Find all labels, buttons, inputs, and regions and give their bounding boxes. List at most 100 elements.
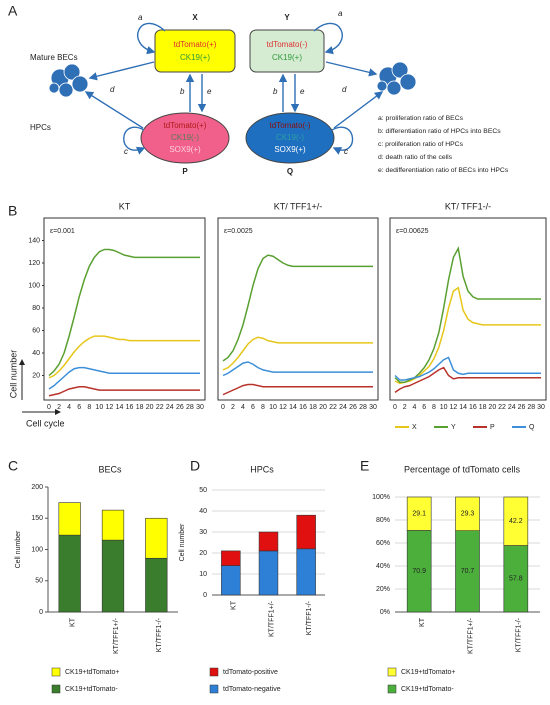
x-tick-label: 28 xyxy=(527,404,535,411)
x-tick-label: 20 xyxy=(488,404,496,411)
legend-swatch xyxy=(51,684,61,694)
x-tick-label: 24 xyxy=(508,404,516,411)
row-label: Mature BECs xyxy=(30,53,78,62)
node-box xyxy=(249,29,325,73)
x-tick-label: 26 xyxy=(176,404,184,411)
line-series xyxy=(394,286,541,385)
arrow xyxy=(84,91,144,129)
x-tick-label: 18 xyxy=(479,404,487,411)
x-tick-label: 24 xyxy=(339,404,347,411)
legend-text: b: differentiation ratio of HPCs into BE… xyxy=(378,128,501,135)
x-tick-label: 12 xyxy=(106,404,114,411)
bar-segment xyxy=(455,496,480,531)
plot-frame xyxy=(389,217,547,401)
x-tick-label: 18 xyxy=(136,404,144,411)
x-tick-label: KT/TFF1+/- xyxy=(113,617,120,654)
subplot-title: KT xyxy=(119,201,131,211)
y-tick-label: 50 xyxy=(199,487,207,494)
x-tick-label: 2 xyxy=(57,404,61,411)
x-tick-label: 12 xyxy=(450,404,458,411)
bar-segment xyxy=(258,550,279,596)
x-tick-label: 6 xyxy=(251,404,255,411)
edge-label: e xyxy=(207,87,212,96)
panel-label: A xyxy=(8,3,18,19)
x-tick-label: 4 xyxy=(67,404,71,411)
x-tick-label: KT/TFF1-/- xyxy=(156,617,163,652)
line-series xyxy=(222,254,373,362)
x-tick-label: 6 xyxy=(422,404,426,411)
node-text: tdTomato(-) xyxy=(270,121,311,130)
arrow xyxy=(88,61,155,81)
edge-label: c xyxy=(124,147,128,156)
node-text: tdTomato(-) xyxy=(267,40,308,49)
data-label: 57.8 xyxy=(509,576,523,583)
x-tick-label: KT/TFF1-/- xyxy=(516,617,523,652)
x-tick-label: 30 xyxy=(369,404,377,411)
x-tick-label: 22 xyxy=(329,404,337,411)
node-name: Y xyxy=(284,13,290,22)
panel-label: E xyxy=(360,458,369,474)
node-box xyxy=(154,29,236,73)
x-tick-label: 14 xyxy=(116,404,124,411)
edge-label: c xyxy=(344,147,348,156)
x-tick-label: KT xyxy=(70,617,77,627)
y-tick-label: 80 xyxy=(32,305,40,312)
x-tick-label: 16 xyxy=(469,404,477,411)
loop-arrow xyxy=(313,22,343,55)
annotation: ε=0.001 xyxy=(50,228,75,235)
x-tick-label: 20 xyxy=(146,404,154,411)
line-series xyxy=(394,356,541,381)
legend-swatch xyxy=(209,684,219,694)
y-tick-label: 40 xyxy=(199,508,207,515)
y-tick-label: 200 xyxy=(31,484,43,491)
x-tick-label: 22 xyxy=(498,404,506,411)
legend-swatch xyxy=(209,667,219,677)
legend-text: c: proliferation ratio of HPCs xyxy=(378,141,464,148)
line-series xyxy=(394,246,541,383)
line-series xyxy=(222,336,373,371)
edge-label: d xyxy=(342,85,347,94)
dead-cell-icon xyxy=(48,63,89,98)
node-name: P xyxy=(182,167,188,176)
x-tick-label: 8 xyxy=(87,404,91,411)
legend-label: CK19+tdTomato+ xyxy=(401,669,455,676)
node-text: SOX9(+) xyxy=(169,145,201,154)
legend-label: CK19+tdTomato- xyxy=(401,686,454,693)
y-tick-label: 140 xyxy=(28,237,40,244)
node-text: tdTomato(+) xyxy=(174,40,217,49)
y-axis-label: Cell number xyxy=(15,530,22,568)
bar-segment xyxy=(296,548,316,596)
arrow xyxy=(333,91,384,129)
y-tick-label: 40 xyxy=(32,350,40,357)
node-ellipse xyxy=(245,112,335,164)
subplot-title: KT/ TFF1-/- xyxy=(445,201,491,211)
data-label: 29.1 xyxy=(412,511,426,518)
x-tick-label: 10 xyxy=(440,404,448,411)
legend-label: tdTomato-negative xyxy=(223,686,281,693)
plot-frame xyxy=(217,217,379,401)
x-tick-label: KT xyxy=(419,617,426,627)
data-label: 70.7 xyxy=(461,568,475,575)
panel-label: B xyxy=(8,203,17,219)
y-axis-label: Cell number xyxy=(179,523,186,561)
node-text: CK19(-) xyxy=(171,133,199,142)
edge-label: e xyxy=(300,87,305,96)
y-tick-label: 100 xyxy=(31,546,43,553)
bar-segment xyxy=(58,534,81,613)
data-label: 29.3 xyxy=(461,511,475,518)
x-tick-label: 20 xyxy=(319,404,327,411)
legend-label: X xyxy=(412,424,417,431)
x-tick-label: 28 xyxy=(186,404,194,411)
panel-label: D xyxy=(190,458,200,474)
x-axis-label: Cell cycle xyxy=(26,418,65,428)
bar-segment xyxy=(406,496,432,531)
bar-segment xyxy=(296,514,316,550)
loop-arrow xyxy=(123,126,146,155)
data-label: 70.9 xyxy=(412,568,426,575)
x-tick-label: 8 xyxy=(261,404,265,411)
x-tick-label: 28 xyxy=(359,404,367,411)
x-tick-label: 18 xyxy=(309,404,317,411)
bar-segment xyxy=(503,496,529,546)
node-text: SOX9(+) xyxy=(274,145,306,154)
x-tick-label: KT/TFF1-/- xyxy=(306,600,313,635)
